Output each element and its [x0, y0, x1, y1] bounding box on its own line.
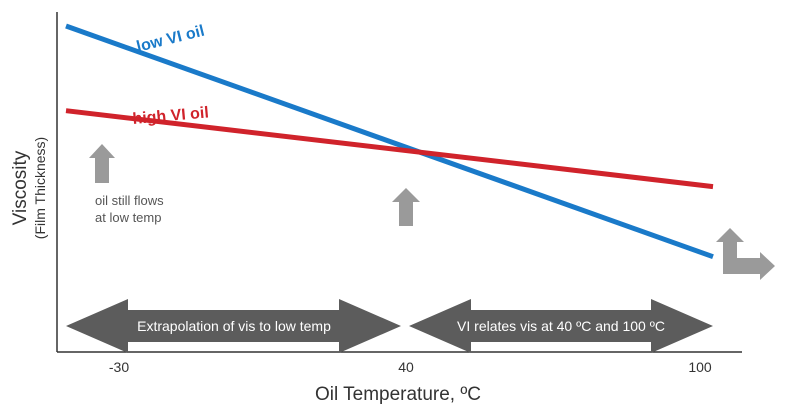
series-line-low-vi — [65, 23, 714, 260]
series-label-high-vi: high VI oil — [132, 104, 210, 128]
extrapolation-label: Extrapolation of vis to low temp — [137, 318, 331, 334]
extrapolation-arrow — [66, 299, 401, 353]
x-tick-label: -30 — [109, 359, 129, 375]
vi-relation-label: VI relates vis at 40 ºC and 100 ºC — [457, 318, 665, 334]
series-label-low-vi: low VI oil — [135, 23, 206, 56]
note-line-1: oil still flows — [95, 193, 164, 208]
y-axis-title: Viscosity — [10, 150, 31, 225]
x-axis-title: Oil Temperature, ºC — [315, 384, 481, 405]
x-tick-label: 100 — [688, 359, 712, 375]
up-right-arrow-icon — [716, 228, 775, 280]
up-arrow-icon — [392, 188, 420, 226]
y-axis-subtitle: (Film Thickness) — [32, 137, 48, 239]
vi-relation-arrow — [409, 299, 713, 353]
up-arrow-icon — [89, 144, 115, 183]
series-lines: low VI oil high VI oil — [65, 23, 714, 260]
x-tick-label: 40 — [398, 359, 414, 375]
series-line-high-vi — [65, 108, 714, 190]
note-line-2: at low temp — [95, 210, 161, 225]
x-tick-labels: -30 40 100 — [109, 359, 712, 375]
